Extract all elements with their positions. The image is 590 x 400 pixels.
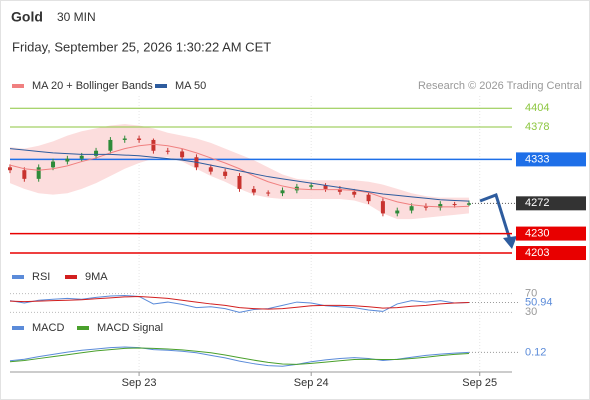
y-tick-label: 70 bbox=[525, 288, 537, 300]
candle-body bbox=[309, 185, 314, 187]
legend-label: RSI bbox=[32, 271, 50, 283]
candle-body bbox=[380, 201, 385, 214]
title: Gold bbox=[11, 9, 43, 25]
subtitle: Friday, September 25, 2026 1:30:22 AM CE… bbox=[12, 39, 271, 54]
current-value-label: 0.12 bbox=[525, 346, 546, 358]
candle-body bbox=[223, 171, 228, 176]
level-label: 4203 bbox=[525, 247, 549, 259]
current-value-label: 50.94 bbox=[525, 296, 553, 308]
indicator-line bbox=[9, 295, 469, 310]
level-box bbox=[516, 226, 586, 241]
level-box bbox=[516, 152, 586, 167]
x-tick-label: Sep 25 bbox=[462, 377, 497, 389]
last-price-label: 4272 bbox=[525, 197, 549, 209]
legend-label: MACD bbox=[32, 322, 64, 334]
candle-body bbox=[280, 190, 285, 194]
candle-body bbox=[423, 206, 428, 208]
x-tick-label: Sep 24 bbox=[294, 377, 329, 389]
candle-body bbox=[137, 138, 142, 140]
source: Research © 2026 Trading Central bbox=[418, 80, 582, 92]
candle-body bbox=[165, 150, 170, 152]
last-price-box bbox=[516, 196, 586, 211]
candle-body bbox=[208, 167, 213, 172]
candle-body bbox=[65, 158, 70, 162]
legend-label: MA 20 + Bollinger Bands bbox=[32, 80, 153, 92]
level-label: 4333 bbox=[525, 153, 549, 165]
timeframe: 30 MIN bbox=[57, 10, 96, 24]
candle-body bbox=[51, 161, 56, 168]
candle-body bbox=[366, 194, 371, 202]
candle-body bbox=[94, 150, 99, 156]
candle-body bbox=[337, 188, 342, 192]
level-box bbox=[516, 246, 586, 261]
ma-line bbox=[9, 148, 469, 202]
candle-body bbox=[180, 151, 185, 158]
candle-body bbox=[8, 167, 12, 171]
candle-body bbox=[122, 138, 127, 140]
candle-body bbox=[323, 185, 328, 189]
candle-body bbox=[151, 139, 156, 151]
x-tick-label: Sep 23 bbox=[122, 377, 157, 389]
candle-body bbox=[266, 192, 271, 194]
legend-label: MA 50 bbox=[175, 80, 206, 92]
candle-body bbox=[22, 170, 27, 179]
candle-body bbox=[395, 210, 400, 214]
candle-body bbox=[251, 188, 256, 193]
level-label: 4378 bbox=[525, 121, 549, 133]
forecast-arrow bbox=[479, 193, 512, 241]
candle-body bbox=[452, 204, 457, 206]
arrow-head bbox=[503, 236, 517, 249]
indicator-line bbox=[9, 295, 469, 313]
candle-body bbox=[237, 175, 242, 189]
candle-body bbox=[466, 203, 471, 205]
level-label: 4230 bbox=[525, 227, 549, 239]
candle-body bbox=[352, 191, 357, 195]
ma-line bbox=[9, 143, 469, 208]
candle-body bbox=[36, 167, 41, 179]
level-label: 4404 bbox=[525, 102, 549, 114]
candle-body bbox=[108, 139, 113, 151]
y-tick-label: 30 bbox=[525, 306, 537, 318]
legend-label: 9MA bbox=[85, 271, 108, 283]
candle-body bbox=[79, 155, 84, 159]
legend-label: MACD Signal bbox=[97, 322, 163, 334]
indicator-line bbox=[9, 347, 470, 365]
candle-body bbox=[409, 206, 414, 211]
candle-body bbox=[438, 204, 443, 208]
